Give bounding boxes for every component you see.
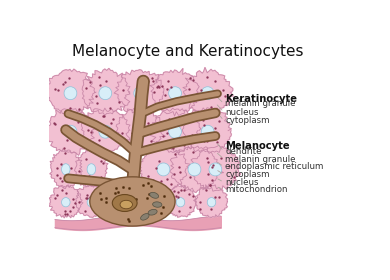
Polygon shape bbox=[170, 146, 223, 192]
Ellipse shape bbox=[201, 87, 214, 100]
Ellipse shape bbox=[99, 87, 112, 100]
Ellipse shape bbox=[209, 163, 222, 176]
Text: dendrite: dendrite bbox=[225, 147, 262, 156]
Polygon shape bbox=[115, 108, 166, 152]
Polygon shape bbox=[75, 185, 108, 217]
Text: mitochondrion: mitochondrion bbox=[225, 185, 288, 194]
Text: nucleus: nucleus bbox=[225, 178, 259, 187]
Polygon shape bbox=[191, 145, 241, 191]
Polygon shape bbox=[150, 68, 200, 116]
Text: melanin granule: melanin granule bbox=[225, 155, 296, 164]
Text: cytoplasm: cytoplasm bbox=[225, 116, 270, 125]
Polygon shape bbox=[82, 68, 130, 115]
Text: Keratinocyte: Keratinocyte bbox=[225, 94, 298, 104]
Ellipse shape bbox=[62, 164, 70, 175]
Ellipse shape bbox=[157, 163, 170, 176]
Polygon shape bbox=[150, 108, 201, 153]
Ellipse shape bbox=[87, 198, 96, 207]
Ellipse shape bbox=[148, 209, 157, 215]
Polygon shape bbox=[163, 185, 197, 217]
Polygon shape bbox=[195, 185, 227, 218]
Ellipse shape bbox=[99, 125, 112, 138]
Ellipse shape bbox=[120, 200, 133, 209]
Ellipse shape bbox=[152, 202, 162, 207]
Polygon shape bbox=[74, 148, 108, 187]
Ellipse shape bbox=[207, 198, 216, 207]
Polygon shape bbox=[183, 67, 233, 116]
Ellipse shape bbox=[169, 125, 181, 138]
Text: endoplasmic reticulum: endoplasmic reticulum bbox=[225, 162, 324, 171]
Polygon shape bbox=[82, 108, 130, 155]
Ellipse shape bbox=[112, 195, 137, 211]
Ellipse shape bbox=[134, 125, 147, 138]
Ellipse shape bbox=[176, 198, 185, 207]
Ellipse shape bbox=[62, 198, 70, 207]
Ellipse shape bbox=[64, 87, 77, 100]
Polygon shape bbox=[49, 185, 83, 218]
Polygon shape bbox=[50, 149, 82, 189]
Ellipse shape bbox=[201, 125, 214, 138]
Ellipse shape bbox=[141, 214, 149, 220]
Ellipse shape bbox=[150, 192, 159, 198]
Text: melanin granule: melanin granule bbox=[225, 99, 296, 108]
Ellipse shape bbox=[188, 163, 201, 176]
Polygon shape bbox=[46, 109, 96, 155]
Polygon shape bbox=[114, 70, 164, 115]
Polygon shape bbox=[45, 69, 96, 115]
Text: nucleus: nucleus bbox=[225, 108, 259, 117]
Polygon shape bbox=[182, 108, 232, 153]
Text: Melanocyte: Melanocyte bbox=[225, 141, 290, 151]
Ellipse shape bbox=[64, 125, 77, 138]
Ellipse shape bbox=[87, 164, 96, 175]
Ellipse shape bbox=[169, 87, 181, 100]
Ellipse shape bbox=[134, 87, 147, 100]
Polygon shape bbox=[138, 144, 191, 191]
Text: cytoplasm: cytoplasm bbox=[225, 170, 270, 179]
Text: Melanocyte and Keratinocytes: Melanocyte and Keratinocytes bbox=[73, 44, 304, 59]
Ellipse shape bbox=[90, 177, 175, 226]
